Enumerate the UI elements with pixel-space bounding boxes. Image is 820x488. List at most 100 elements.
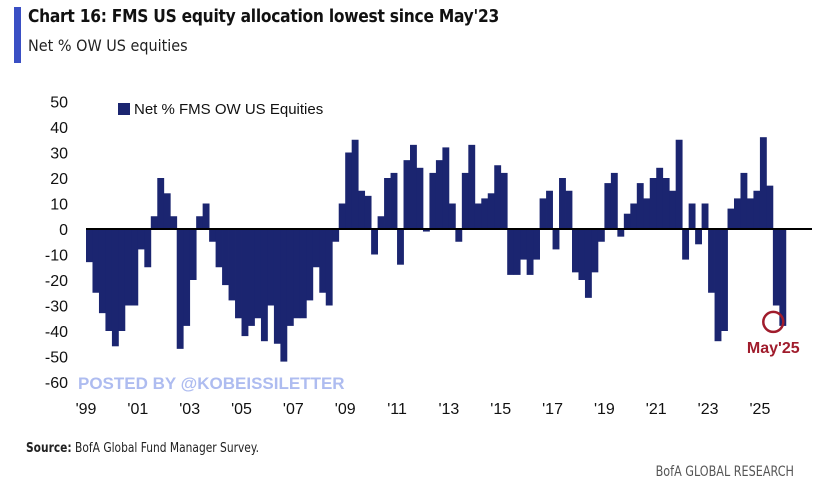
bar [351, 139, 359, 229]
bar [196, 216, 204, 229]
y-tick-label: 30 [50, 146, 68, 163]
bar [286, 229, 294, 326]
x-axis: '99 '01 '03 '05 '07 '09 '11 '13 '15 '17 '19 '21 '23 '… [76, 401, 771, 418]
bar [228, 229, 236, 301]
bar [332, 229, 340, 242]
bar [623, 213, 631, 229]
bar [746, 198, 754, 229]
bar [403, 160, 411, 229]
bar [565, 190, 573, 229]
bar [500, 172, 508, 229]
bar [189, 229, 197, 280]
bar [150, 216, 158, 229]
y-tick-label: 40 [50, 120, 68, 137]
bar [111, 229, 119, 347]
y-tick-label: 20 [50, 171, 68, 188]
y-tick-label: -60 [45, 375, 68, 392]
x-tick-label: '05 [231, 401, 252, 418]
y-tick-label: 0 [59, 222, 68, 239]
bar [124, 229, 132, 306]
bar [163, 193, 171, 229]
bar [559, 178, 566, 229]
bar [397, 229, 404, 265]
bar [241, 229, 249, 337]
bar [572, 229, 579, 273]
bar [105, 229, 113, 331]
bar [688, 203, 696, 229]
x-tick-label: '11 [387, 401, 407, 418]
bar [442, 147, 450, 229]
x-tick-label: '07 [283, 401, 304, 418]
bar [429, 172, 437, 229]
bar [604, 183, 612, 229]
bar [546, 190, 553, 229]
x-tick-label: '25 [749, 401, 770, 418]
y-tick-label: -10 [45, 248, 68, 265]
bar [759, 137, 767, 229]
annotation-circle [762, 310, 785, 334]
bar [682, 229, 690, 260]
bar [280, 229, 288, 362]
bar [584, 229, 592, 298]
bar [656, 167, 664, 229]
y-tick-label: 50 [50, 95, 68, 112]
x-tick-label: '03 [179, 401, 200, 418]
bar [319, 229, 327, 293]
bar [293, 229, 301, 319]
bar [766, 185, 774, 229]
x-tick-label: '19 [594, 401, 615, 418]
chart-title: Chart 16: FMS US equity allocation lowes… [28, 6, 500, 27]
bar [669, 190, 677, 229]
bar [526, 229, 534, 275]
bar-series [86, 137, 787, 362]
bar [610, 172, 618, 229]
bar [455, 229, 463, 242]
bar [157, 178, 165, 229]
bar [539, 198, 547, 229]
y-tick-label: -20 [45, 273, 68, 290]
bar [183, 229, 191, 326]
bar [591, 229, 599, 273]
bar [727, 208, 735, 229]
y-tick-label: -40 [45, 324, 68, 341]
x-tick-label: '21 [646, 401, 667, 418]
bar [740, 172, 748, 229]
x-tick-label: '01 [127, 401, 148, 418]
bar [675, 139, 683, 229]
bar [364, 195, 372, 229]
y-tick-label: -50 [45, 350, 68, 367]
bar [617, 229, 625, 237]
bar [325, 229, 333, 306]
bar [267, 229, 275, 306]
bar [513, 229, 521, 275]
bar [448, 203, 456, 229]
bar [260, 229, 268, 342]
bar [98, 229, 106, 314]
bar [202, 203, 210, 229]
bar [170, 216, 178, 229]
x-tick-label: '23 [698, 401, 719, 418]
x-tick-label: '13 [438, 401, 459, 418]
bar [520, 229, 528, 260]
bar [86, 229, 93, 263]
bar [779, 229, 787, 326]
bar [131, 229, 139, 306]
bar [299, 229, 307, 319]
bar [487, 193, 495, 229]
bar [481, 198, 489, 229]
bar [494, 165, 502, 229]
bar [714, 229, 722, 342]
bar [209, 229, 216, 242]
bar [662, 178, 670, 229]
bar [176, 229, 184, 349]
brand-label: BofA GLOBAL RESEARCH [655, 464, 794, 480]
source-note: Source: BofA Global Fund Manager Survey. [26, 441, 259, 456]
bar [390, 172, 398, 229]
source-label: Source: [26, 441, 72, 456]
watermark: POSTED BY @KOBEISSILETTER [78, 374, 345, 393]
bar [772, 229, 780, 306]
bar [708, 229, 715, 293]
bar [636, 183, 644, 229]
source-text: BofA Global Fund Manager Survey. [75, 441, 260, 456]
